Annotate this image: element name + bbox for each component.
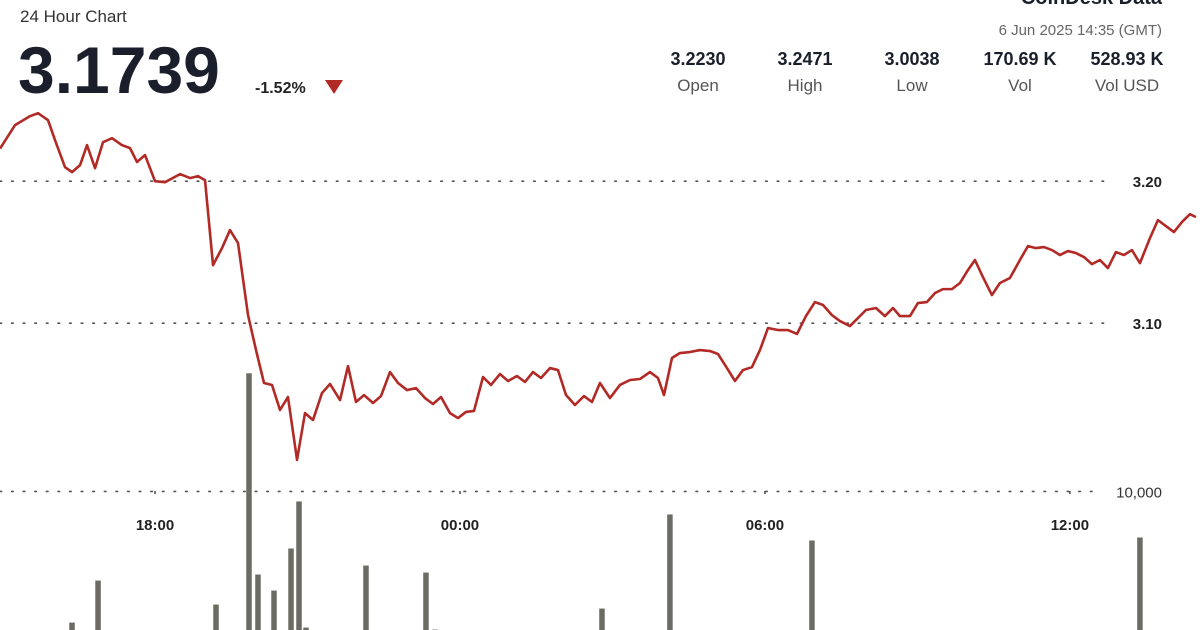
stat-label: Vol — [1008, 76, 1032, 95]
stats: 3.2230 Open 3.2471 High 3.0038 Low 170.69 K Vol… — [670, 49, 1163, 95]
price: 3.1739 — [18, 33, 220, 107]
y2-tick-label: 10,000 — [1116, 484, 1162, 501]
down-arrow — [325, 80, 343, 94]
volume-bar — [271, 590, 277, 630]
subtitle: 24 Hour Chart — [20, 7, 127, 26]
volume-bar — [667, 514, 673, 630]
volume-bar — [296, 501, 302, 630]
brand: CoinDesk Data — [1021, 0, 1163, 9]
volume-bar — [246, 373, 252, 630]
x-tick-label: 06:00 — [746, 517, 784, 534]
volume-bar — [288, 548, 294, 630]
volume-bar — [599, 608, 605, 630]
volume-bar — [423, 572, 429, 630]
volume-bar — [809, 540, 815, 630]
stat-value: 170.69 K — [983, 49, 1056, 69]
stat-value: 528.93 K — [1090, 49, 1163, 69]
volume-bar — [95, 580, 101, 630]
volume-bar — [69, 622, 75, 630]
x-tick-label: 12:00 — [1051, 517, 1089, 534]
stat-value: 3.0038 — [884, 49, 939, 69]
stat-value: 3.2471 — [777, 49, 832, 69]
y-tick-label: 3.10 — [1133, 316, 1162, 333]
stat-value: 3.2230 — [670, 49, 725, 69]
plot-area — [0, 111, 1197, 630]
stat-label: Low — [896, 76, 928, 95]
y-tick-label: 3.20 — [1133, 174, 1162, 191]
volume-bar — [213, 604, 219, 630]
volume-bar — [1137, 537, 1143, 630]
price-change: -1.52% — [255, 80, 306, 97]
stat-label: High — [788, 76, 823, 95]
timestamp: 6 Jun 2025 14:35 (GMT) — [999, 22, 1162, 39]
stat-label: Vol USD — [1095, 76, 1159, 95]
x-tick-label: 00:00 — [441, 517, 479, 534]
volume-bar — [303, 627, 309, 630]
stat-label: Open — [677, 76, 719, 95]
price-area — [0, 113, 1196, 630]
price-line — [0, 111, 1197, 462]
volume-bar — [363, 565, 369, 630]
x-tick-label: 18:00 — [136, 517, 174, 534]
volume-bar — [255, 574, 261, 630]
